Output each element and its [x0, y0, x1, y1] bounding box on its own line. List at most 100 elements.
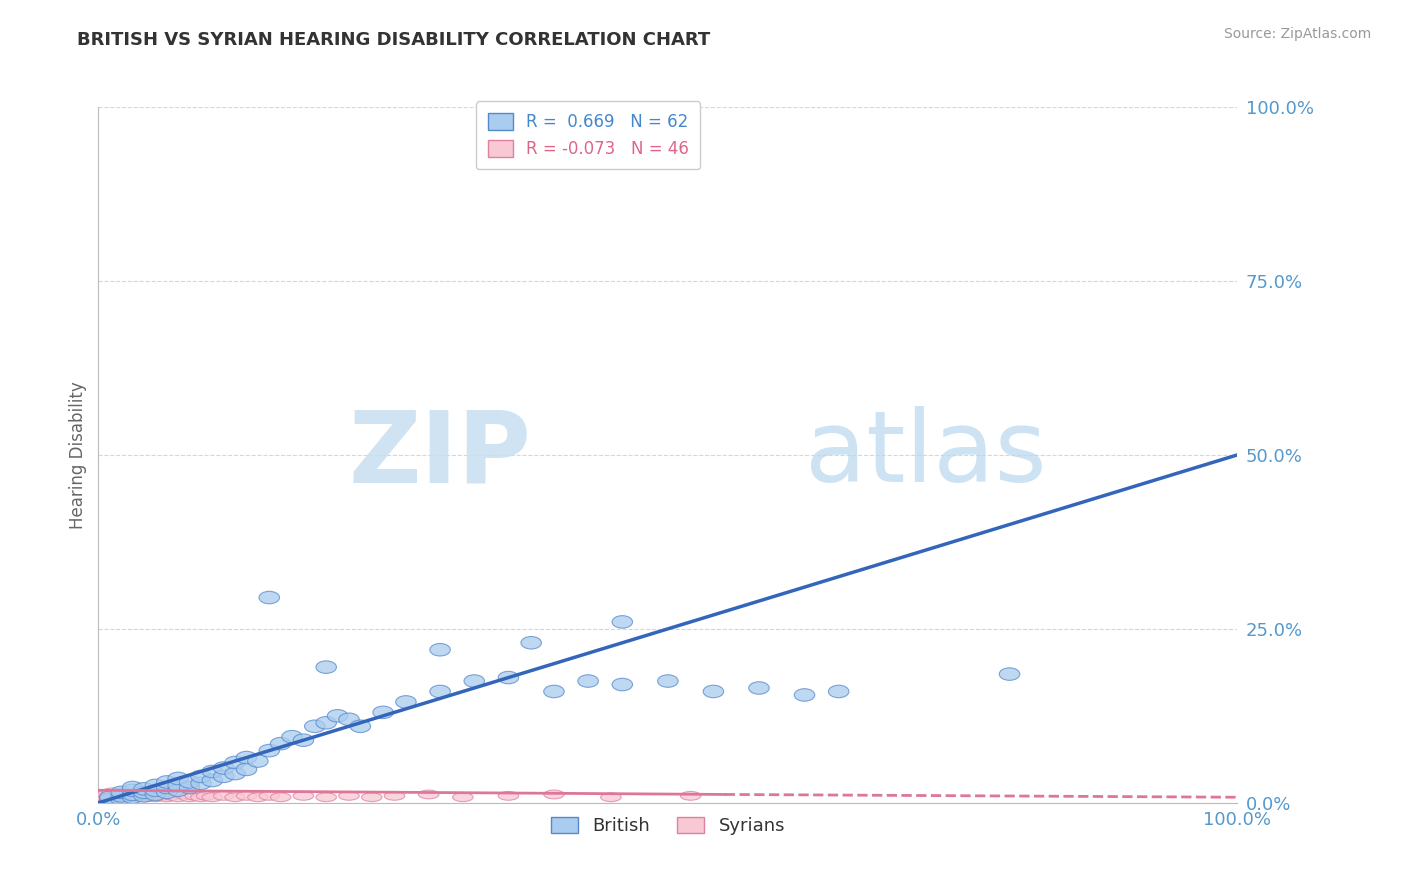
Ellipse shape [122, 789, 143, 801]
Ellipse shape [156, 786, 177, 798]
Ellipse shape [111, 791, 131, 800]
Ellipse shape [544, 685, 564, 698]
Ellipse shape [105, 793, 125, 802]
Legend: British, Syrians: British, Syrians [544, 810, 792, 842]
Ellipse shape [373, 706, 394, 719]
Ellipse shape [180, 776, 200, 789]
Ellipse shape [749, 681, 769, 694]
Ellipse shape [125, 793, 146, 802]
Ellipse shape [794, 689, 814, 701]
Ellipse shape [191, 770, 211, 782]
Ellipse shape [305, 720, 325, 732]
Ellipse shape [150, 791, 172, 800]
Ellipse shape [191, 793, 211, 802]
Ellipse shape [134, 786, 155, 798]
Ellipse shape [191, 777, 211, 789]
Ellipse shape [350, 720, 371, 732]
Ellipse shape [681, 791, 700, 800]
Ellipse shape [316, 716, 336, 729]
Ellipse shape [522, 637, 541, 649]
Ellipse shape [281, 731, 302, 743]
Ellipse shape [114, 788, 134, 797]
Ellipse shape [180, 793, 200, 802]
Ellipse shape [122, 784, 143, 797]
Ellipse shape [100, 791, 120, 800]
Ellipse shape [120, 791, 141, 800]
Ellipse shape [143, 790, 163, 799]
Ellipse shape [111, 793, 131, 805]
Ellipse shape [236, 791, 257, 800]
Ellipse shape [236, 764, 257, 776]
Ellipse shape [128, 788, 149, 797]
Ellipse shape [122, 791, 143, 804]
Ellipse shape [139, 791, 160, 800]
Ellipse shape [339, 791, 359, 800]
Ellipse shape [361, 793, 382, 802]
Text: Source: ZipAtlas.com: Source: ZipAtlas.com [1223, 27, 1371, 41]
Ellipse shape [167, 779, 188, 792]
Ellipse shape [111, 786, 131, 798]
Ellipse shape [328, 709, 347, 723]
Ellipse shape [180, 781, 200, 794]
Ellipse shape [612, 615, 633, 628]
Ellipse shape [600, 793, 621, 802]
Ellipse shape [131, 791, 152, 800]
Ellipse shape [134, 790, 155, 799]
Ellipse shape [498, 791, 519, 800]
Ellipse shape [658, 674, 678, 688]
Ellipse shape [108, 790, 129, 799]
Ellipse shape [294, 791, 314, 800]
Ellipse shape [430, 685, 450, 698]
Ellipse shape [316, 661, 336, 673]
Ellipse shape [1000, 668, 1019, 681]
Ellipse shape [384, 791, 405, 800]
Ellipse shape [247, 755, 269, 767]
Ellipse shape [101, 788, 122, 797]
Ellipse shape [464, 674, 485, 688]
Ellipse shape [100, 791, 120, 804]
Ellipse shape [270, 793, 291, 802]
Ellipse shape [97, 790, 118, 799]
Ellipse shape [145, 784, 166, 797]
Ellipse shape [156, 793, 177, 802]
Ellipse shape [453, 793, 472, 802]
Ellipse shape [544, 790, 564, 799]
Ellipse shape [578, 674, 599, 688]
Ellipse shape [136, 793, 156, 802]
Ellipse shape [122, 781, 143, 794]
Ellipse shape [430, 643, 450, 656]
Ellipse shape [316, 793, 336, 802]
Y-axis label: Hearing Disability: Hearing Disability [69, 381, 87, 529]
Ellipse shape [498, 672, 519, 684]
Text: ZIP: ZIP [349, 407, 531, 503]
Ellipse shape [202, 793, 222, 802]
Ellipse shape [612, 678, 633, 690]
Ellipse shape [134, 789, 155, 802]
Ellipse shape [145, 779, 166, 792]
Ellipse shape [167, 784, 188, 797]
Ellipse shape [145, 793, 166, 802]
Ellipse shape [111, 789, 131, 802]
Ellipse shape [122, 790, 143, 799]
Ellipse shape [156, 776, 177, 789]
Ellipse shape [156, 781, 177, 794]
Ellipse shape [214, 770, 233, 782]
Ellipse shape [225, 793, 245, 802]
Text: BRITISH VS SYRIAN HEARING DISABILITY CORRELATION CHART: BRITISH VS SYRIAN HEARING DISABILITY COR… [77, 31, 710, 49]
Ellipse shape [202, 765, 222, 778]
Ellipse shape [294, 734, 314, 747]
Ellipse shape [167, 772, 188, 785]
Ellipse shape [395, 696, 416, 708]
Ellipse shape [419, 790, 439, 799]
Ellipse shape [259, 744, 280, 757]
Ellipse shape [134, 782, 155, 795]
Ellipse shape [167, 793, 188, 802]
Ellipse shape [259, 591, 280, 604]
Ellipse shape [339, 713, 359, 725]
Text: atlas: atlas [804, 407, 1046, 503]
Ellipse shape [703, 685, 724, 698]
Ellipse shape [270, 738, 291, 750]
Ellipse shape [247, 793, 269, 802]
Ellipse shape [145, 789, 166, 801]
Ellipse shape [162, 791, 183, 800]
